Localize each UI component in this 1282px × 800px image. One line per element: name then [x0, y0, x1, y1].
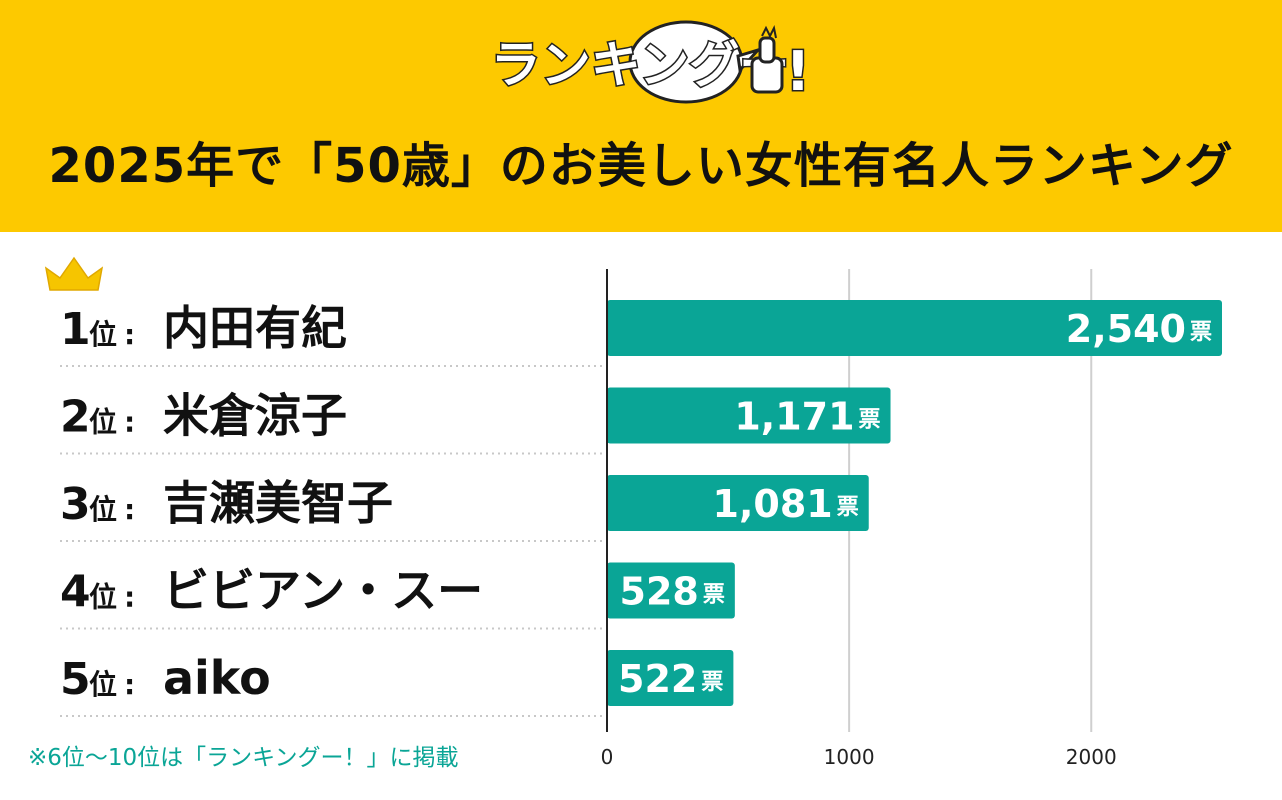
rank-number: 4 [60, 567, 91, 618]
value-unit: 票 [1190, 320, 1212, 345]
value-unit: 票 [837, 495, 859, 520]
crown-icon [44, 256, 104, 291]
category-name: ビビアン・スー [163, 564, 483, 618]
rank-number: 5 [60, 654, 91, 705]
data-bar [607, 562, 735, 619]
data-label: 1,081 [713, 482, 833, 526]
data-bar [607, 475, 869, 531]
rank-suffix: 位 [89, 493, 117, 526]
rank-suffix: 位 [89, 668, 117, 701]
rank-suffix: 位 [89, 318, 117, 351]
data-label: 1,171 [734, 395, 854, 439]
logo: ランキングー ! [489, 20, 812, 105]
rank-number: 2 [60, 392, 91, 443]
x-tick-label: 2000 [1066, 745, 1117, 769]
rank-colon: : [124, 493, 135, 526]
data-label: 528 [620, 570, 699, 614]
category-name: 米倉涼子 [163, 389, 347, 443]
footnote: ※6位〜10位は「ランキングー！」に掲載 [28, 745, 459, 771]
value-unit: 票 [703, 583, 725, 608]
rank-colon: : [124, 318, 135, 351]
thumbs-up-icon [750, 24, 784, 94]
rank-suffix: 位 [89, 581, 117, 614]
category-name: 内田有紀 [163, 301, 347, 355]
logo-exclamation: ! [786, 40, 811, 103]
rank-number: 1 [60, 304, 91, 355]
page-title: 2025年で「50歳」のお美しい女性有名人ランキング [48, 138, 1234, 194]
x-tick-label: 0 [601, 745, 614, 769]
x-tick-label: 1000 [824, 745, 875, 769]
logo-bubble-tail [736, 47, 763, 74]
rank-suffix: 位 [89, 406, 117, 439]
rank-colon: : [124, 406, 135, 439]
rank-number: 3 [60, 479, 91, 530]
logo-text: ランキングー [491, 36, 790, 94]
data-bar [607, 387, 891, 444]
category-name: 吉瀬美智子 [163, 476, 393, 530]
category-name: aiko [163, 651, 271, 705]
value-unit: 票 [859, 408, 881, 433]
data-label: 522 [618, 657, 697, 701]
rank-colon: : [124, 668, 135, 701]
value-unit: 票 [701, 670, 723, 695]
data-label: 2,540 [1066, 307, 1186, 351]
data-bar [607, 300, 1222, 356]
data-bar [607, 650, 734, 706]
header-banner: ランキングー ! 2025年で「50歳」のお美しい女性有名人ランキング [0, 0, 1282, 232]
rank-colon: : [124, 581, 135, 614]
